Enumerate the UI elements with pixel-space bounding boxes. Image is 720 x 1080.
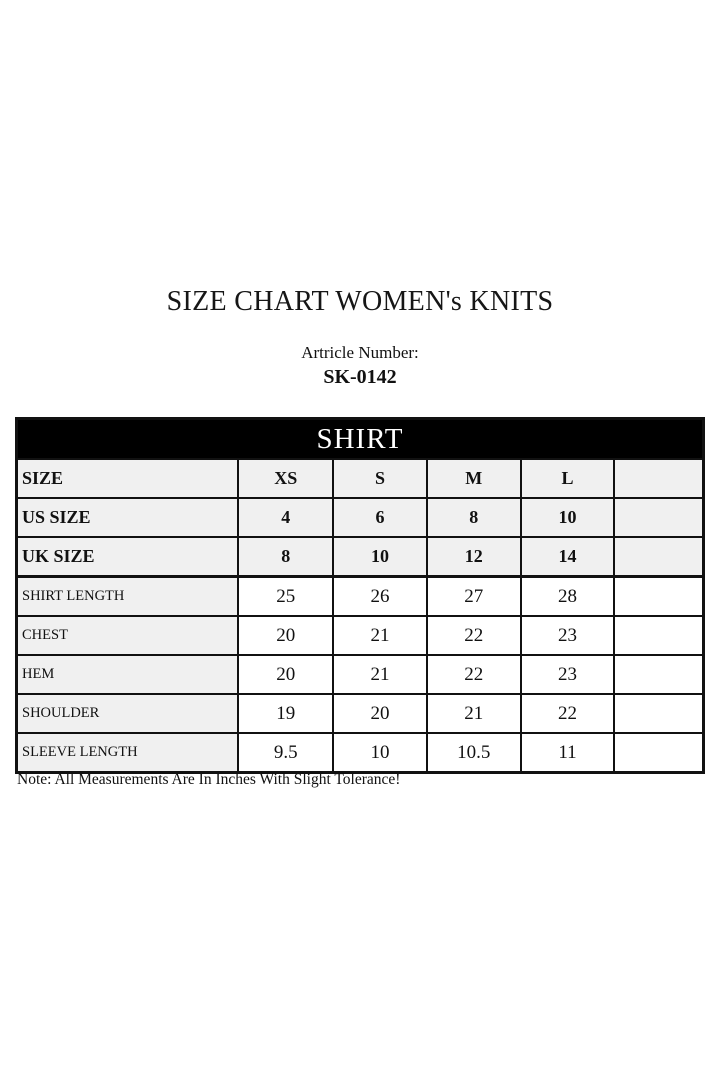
row-label: SHOULDER	[15, 693, 240, 734]
value-cell: 26	[332, 575, 428, 617]
table-row-sleeve-length: SLEEVE LENGTH 9.5 10 10.5 11	[15, 732, 705, 774]
value-cell: 23	[519, 654, 616, 695]
table-row-shirt-length: SHIRT LENGTH 25 26 27 28	[15, 575, 705, 617]
size-value-l: L	[519, 458, 616, 499]
value-cell: 6	[332, 497, 428, 538]
value-cell: 19	[237, 693, 335, 734]
row-label: SLEEVE LENGTH	[15, 732, 240, 774]
value-cell: 10.5	[425, 732, 522, 774]
page-title: SIZE CHART WOMEN's KNITS	[166, 286, 554, 317]
article-number-value: SK-0142	[323, 366, 397, 388]
value-cell: 22	[425, 615, 522, 656]
value-cell: 9.5	[237, 732, 335, 774]
empty-cell	[613, 575, 705, 617]
row-label: SIZE	[15, 458, 240, 499]
table-header-row: SHIRT	[15, 417, 705, 460]
measurement-note: Note: All Measurements Are In Inches Wit…	[17, 771, 401, 788]
value-cell: 23	[519, 615, 616, 656]
value-cell: 20	[237, 615, 335, 656]
empty-cell	[613, 497, 705, 538]
article-number-label: Artricle Number:	[301, 343, 419, 362]
value-cell: 10	[519, 497, 616, 538]
row-label: UK SIZE	[15, 536, 240, 578]
empty-cell	[613, 536, 705, 578]
value-cell: 22	[519, 693, 616, 734]
value-cell: 21	[332, 615, 428, 656]
value-cell: 25	[237, 575, 335, 617]
table-row-chest: CHEST 20 21 22 23	[15, 615, 705, 656]
value-cell: 20	[237, 654, 335, 695]
size-value-s: S	[332, 458, 428, 499]
value-cell: 21	[332, 654, 428, 695]
value-cell: 21	[425, 693, 522, 734]
table-row-us-size: US SIZE 4 6 8 10	[15, 497, 705, 538]
empty-cell	[613, 693, 705, 734]
table-row-hem: HEM 20 21 22 23	[15, 654, 705, 695]
table-header-shirt: SHIRT	[15, 417, 705, 460]
empty-cell	[613, 654, 705, 695]
table-row-uk-size: UK SIZE 8 10 12 14	[15, 536, 705, 578]
value-cell: 14	[519, 536, 616, 578]
value-cell: 12	[425, 536, 522, 578]
empty-cell	[613, 615, 705, 656]
value-cell: 28	[519, 575, 616, 617]
size-value-m: M	[425, 458, 522, 499]
empty-cell	[613, 732, 705, 774]
empty-cell	[613, 458, 705, 499]
table-row-size: SIZE XS S M L	[15, 458, 705, 499]
value-cell: 10	[332, 732, 428, 774]
row-label: HEM	[15, 654, 240, 695]
value-cell: 4	[237, 497, 335, 538]
table-row-shoulder: SHOULDER 19 20 21 22	[15, 693, 705, 734]
value-cell: 8	[425, 497, 522, 538]
row-label: US SIZE	[15, 497, 240, 538]
value-cell: 20	[332, 693, 428, 734]
size-value-xs: XS	[237, 458, 335, 499]
value-cell: 27	[425, 575, 522, 617]
row-label: CHEST	[15, 615, 240, 656]
value-cell: 8	[237, 536, 335, 578]
value-cell: 22	[425, 654, 522, 695]
value-cell: 11	[519, 732, 616, 774]
size-chart-table: SHIRT SIZE XS S M L US SIZE 4 6 8 10 UK …	[15, 417, 705, 774]
value-cell: 10	[332, 536, 428, 578]
row-label: SHIRT LENGTH	[15, 575, 240, 617]
